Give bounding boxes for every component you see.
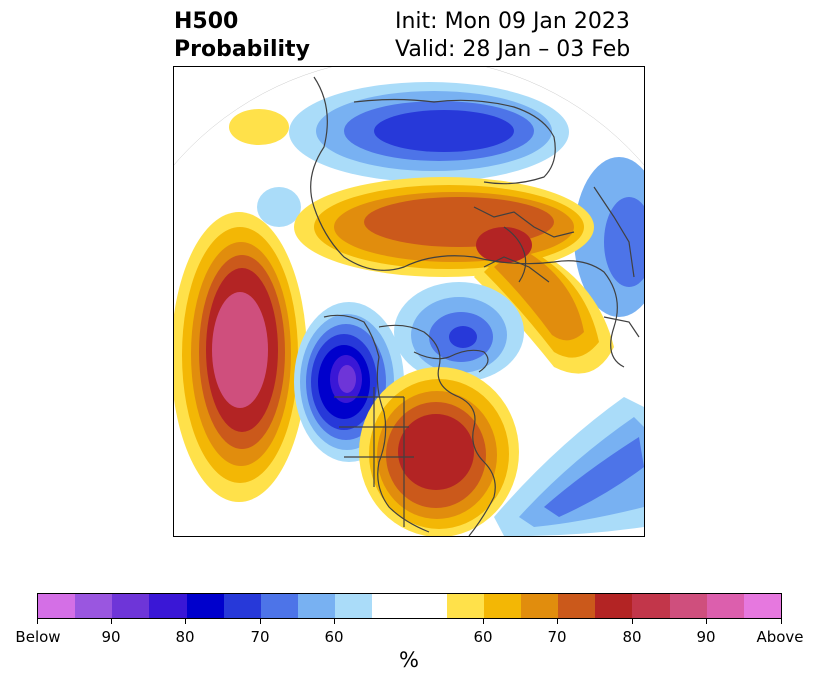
colorbar-swatch-neutral bbox=[372, 594, 447, 618]
title-line-h500: H500 bbox=[174, 9, 239, 34]
colorbar-tickmark bbox=[781, 619, 782, 624]
chart-title-dates: Init: Mon 09 Jan 2023 Valid: 28 Jan – 03… bbox=[395, 8, 630, 64]
chart-title-variable: H500 Probability bbox=[174, 8, 310, 64]
colorbar-swatch-below-6 bbox=[223, 594, 261, 618]
colorbar-tick-label: 90 bbox=[696, 628, 716, 646]
title-line-probability: Probability bbox=[174, 37, 310, 62]
colorbar-tick-label: 80 bbox=[175, 628, 195, 646]
coastlines bbox=[310, 76, 640, 536]
colorbar-swatch-above-5 bbox=[595, 594, 633, 618]
colorbar-tickmark bbox=[111, 619, 112, 624]
valid-date-label: Valid: 28 Jan – 03 Feb bbox=[395, 37, 631, 62]
anomaly-hudson-trough bbox=[394, 282, 524, 382]
colorbar-tickmark bbox=[185, 619, 186, 624]
colorbar-tick-label: 90 bbox=[101, 628, 121, 646]
anomaly-north-atlantic-trough bbox=[494, 397, 644, 536]
colorbar-swatch-above-9 bbox=[743, 594, 782, 618]
colorbar-swatch-below-4 bbox=[149, 594, 187, 618]
colorbar-tick-label: 60 bbox=[324, 628, 344, 646]
colorbar-tick-label: 80 bbox=[622, 628, 642, 646]
colorbar-swatch-below-1 bbox=[38, 594, 76, 618]
colorbar-swatch-below-9 bbox=[335, 594, 373, 618]
colorbar-swatch-above-4 bbox=[558, 594, 596, 618]
colorbar-swatch-below-5 bbox=[186, 594, 224, 618]
colorbar-unit-label: % bbox=[399, 648, 419, 672]
colorbar-swatch-below-8 bbox=[298, 594, 336, 618]
anomaly-siberian-trough bbox=[229, 82, 644, 317]
colorbar-tickmark bbox=[557, 619, 558, 624]
colorbar-swatch-below-7 bbox=[260, 594, 299, 618]
colorbar-swatch-above-6 bbox=[632, 594, 670, 618]
colorbar-tick-label: 70 bbox=[547, 628, 567, 646]
colorbar-swatch-below-2 bbox=[75, 594, 113, 618]
colorbar-tickmark bbox=[37, 619, 38, 624]
colorbar-swatch-above-7 bbox=[669, 594, 707, 618]
colorbar-tickmark bbox=[706, 619, 707, 624]
colorbar-swatch-above-1 bbox=[446, 594, 484, 618]
colorbar-swatch-above-2 bbox=[483, 594, 522, 618]
anomaly-arctic-ridge bbox=[294, 177, 614, 374]
colorbar-tick-label: 60 bbox=[473, 628, 493, 646]
colorbar-tickmark bbox=[483, 619, 484, 624]
colorbar-tick-label: 70 bbox=[250, 628, 270, 646]
anomaly-north-pacific-ridge bbox=[174, 212, 307, 502]
colorbar-tick-label: Above bbox=[756, 628, 804, 646]
colorbar-tickmark bbox=[632, 619, 633, 624]
colorbar-tickmark bbox=[260, 619, 261, 624]
init-date-label: Init: Mon 09 Jan 2023 bbox=[395, 9, 630, 34]
colorbar-tickmark bbox=[334, 619, 335, 624]
colorbar-swatch-below-3 bbox=[112, 594, 150, 618]
colorbar-swatch-above-8 bbox=[706, 594, 744, 618]
polar-map bbox=[173, 66, 645, 537]
colorbar bbox=[37, 593, 782, 619]
colorbar-swatch-above-3 bbox=[521, 594, 559, 618]
colorbar-tick-label: Below bbox=[15, 628, 61, 646]
